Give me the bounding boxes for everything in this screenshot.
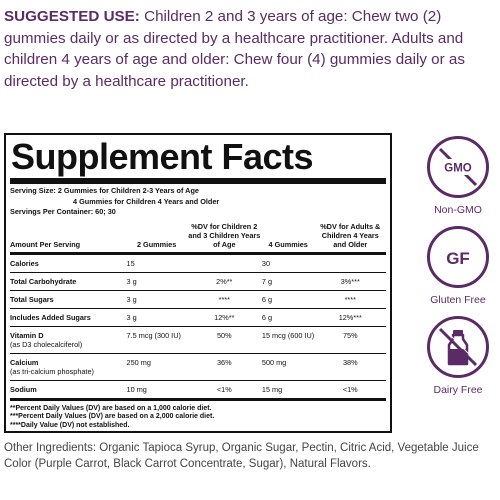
badge-non-gmo: GMO Non-GMO	[420, 136, 496, 216]
badge-label: Dairy Free	[433, 384, 483, 396]
header-col3: 4 Gummies	[268, 239, 308, 249]
row-dv-adults: 3%***	[314, 272, 386, 291]
row-dv-children: 50%	[186, 326, 262, 354]
row-amount-2: 250 mg	[126, 353, 187, 381]
thick-rule	[10, 178, 386, 184]
row-amount-2: 3 g	[126, 272, 187, 291]
row-amount-4: 500 mg	[261, 353, 315, 381]
row-amount-4: 6 g	[261, 308, 315, 327]
row-dv-adults: 12%***	[314, 308, 386, 327]
row-amount-4: 15 mcg (600 IU)	[261, 326, 315, 354]
row-name: Sodium	[10, 380, 127, 401]
suggested-use-text: Children 2 and 3 years of age: Chew two …	[4, 8, 465, 90]
row-dv-adults: 38%	[314, 353, 386, 381]
row-dv-children: ****	[186, 290, 262, 309]
row-dv-children: <1%	[186, 380, 262, 401]
table-row: Sodium 10 mg <1% 15 mg <1%	[10, 380, 386, 401]
gf-icon-graphic: GF	[446, 249, 470, 268]
row-amount-4: 30	[261, 253, 315, 273]
row-name-cell: Calcium (as tri-calcium phosphate)	[10, 353, 127, 381]
row-amount-4: 15 mg	[261, 380, 315, 401]
serving-size-line1: Serving Size: 2 Gummies for Children 2-3…	[10, 186, 199, 195]
row-amount-2: 3 g	[126, 308, 187, 327]
row-name: Total Sugars	[10, 290, 127, 309]
badge-label: Gluten Free	[430, 294, 486, 306]
row-amount-4: 7 g	[261, 272, 315, 291]
row-name: Total Carbohydrate	[10, 272, 127, 291]
suggested-use: SUGGESTED USE: Children 2 and 3 years of…	[4, 6, 496, 92]
row-dv-adults	[314, 253, 386, 273]
badge-label: Non-GMO	[434, 204, 482, 216]
table-row: Vitamin D (as D3 cholecalciferol) 7.5 mc…	[10, 326, 386, 354]
row-name: Includes Added Sugars	[10, 308, 127, 327]
table-row: Calcium (as tri-calcium phosphate) 250 m…	[10, 353, 386, 381]
table-row: Includes Added Sugars 3 g 12%** 6 g 12%*…	[10, 308, 386, 327]
suggested-use-lead: SUGGESTED USE:	[4, 8, 140, 25]
row-amount-4: 6 g	[261, 290, 315, 309]
supplement-facts-panel: Supplement Facts Serving Size: 2 Gummies…	[4, 133, 392, 433]
badge-dairy-free: Dairy Free	[420, 316, 496, 396]
footnote: ****Daily Value (DV) not established.	[10, 421, 130, 429]
header-col1: 2 Gummies	[136, 239, 177, 249]
row-name: Calcium	[10, 357, 39, 367]
header-col4: %DV for Adults & Children 4 Years and Ol…	[320, 221, 381, 249]
row-dv-adults: 75%	[314, 326, 386, 354]
row-name-cell: Vitamin D (as D3 cholecalciferol)	[10, 326, 127, 354]
serving-size-line2: 4 Gummies for Children 4 Years and Older	[73, 196, 220, 206]
row-dv-children: 36%	[186, 353, 262, 381]
milk-bottle-icon	[438, 326, 479, 367]
row-amount-2: 7.5 mcg (300 IU)	[126, 326, 187, 354]
row-amount-2: 3 g	[126, 290, 187, 309]
row-dv-children: 12%**	[186, 308, 262, 327]
table-row: Total Carbohydrate 3 g 2%** 7 g 3%***	[10, 272, 386, 291]
row-name: Calories	[10, 253, 127, 273]
row-dv-adults: <1%	[314, 380, 386, 401]
gmo-icon: GMO	[427, 136, 489, 198]
row-name: Vitamin D	[10, 330, 44, 340]
gf-icon-text: GF	[446, 249, 470, 268]
header-col2: %DV for Children 2 and 3 Children Years …	[188, 221, 261, 249]
gf-icon: GF	[427, 226, 489, 288]
other-ingredients: Other Ingredients: Organic Tapioca Syrup…	[4, 442, 479, 470]
footnote: **Percent Daily Values (DV) are based on…	[10, 404, 212, 412]
gmo-icon-text: GMO	[444, 163, 472, 175]
footnotes: **Percent Daily Values (DV) are based on…	[10, 405, 386, 431]
footnote: ***Percent Daily Values (DV) are based o…	[10, 413, 215, 421]
table-row: Calories 15 30	[10, 253, 386, 273]
row-dv-children	[186, 253, 262, 273]
facts-table: Amount Per Serving 2 Gummies %DV for Chi…	[10, 218, 386, 401]
row-subname: (as tri-calcium phosphate)	[10, 366, 94, 376]
table-row: Total Sugars 3 g **** 6 g ****	[10, 290, 386, 309]
facts-header-row: Amount Per Serving 2 Gummies %DV for Chi…	[10, 218, 386, 253]
facts-title: Supplement Facts	[11, 136, 314, 177]
header-amount: Amount Per Serving	[10, 239, 81, 249]
serving-size: Serving Size: 2 Gummies for Children 2-3…	[10, 186, 386, 218]
row-amount-2: 15	[126, 253, 187, 273]
row-subname: (as D3 cholecalciferol)	[10, 339, 83, 349]
servings-per-container: Servings Per Container: 60; 30	[10, 207, 116, 216]
row-amount-2: 10 mg	[126, 380, 187, 401]
row-dv-children: 2%**	[186, 272, 262, 291]
row-dv-adults: ****	[314, 290, 386, 309]
dairy-icon	[427, 316, 489, 378]
badge-gluten-free: GF Gluten Free	[420, 226, 496, 306]
gmo-icon-graphic: GMO	[438, 147, 478, 187]
